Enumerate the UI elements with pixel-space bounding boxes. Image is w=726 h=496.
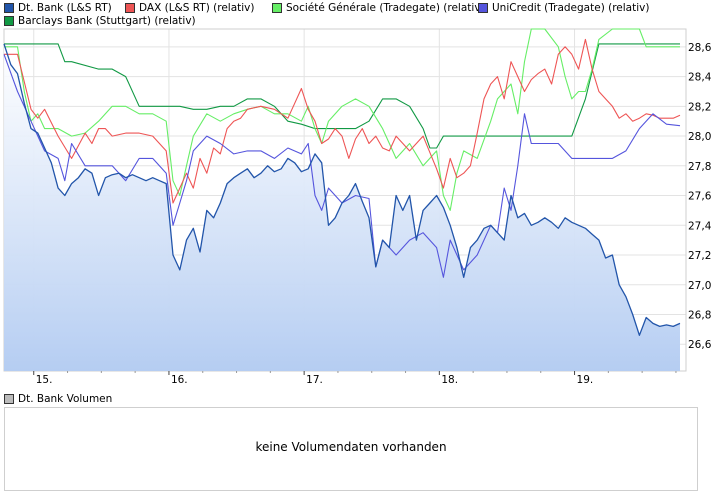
series-line-dax-l-s-rt-relativ: [4, 38, 681, 204]
legend-label-unicredit: UniCredit (Tradegate) (relativ): [492, 2, 650, 14]
legend-label-barclays: Barclays Bank (Stuttgart) (relativ): [18, 15, 196, 27]
y-tick-label: 27,0: [688, 280, 711, 292]
volume-legend[interactable]: Dt. Bank Volumen: [4, 393, 112, 405]
legend-swatch-barclays: [4, 16, 14, 26]
legend-swatch-dt-bank: [4, 3, 14, 13]
dt-bank-area: [4, 43, 680, 372]
volume-panel: keine Volumendaten vorhanden: [4, 407, 698, 491]
y-tick-label: 27,8: [688, 161, 711, 173]
legend-label-dax: DAX (L&S RT) (relativ): [139, 2, 255, 14]
y-tick-label: 26,6: [688, 339, 712, 351]
legend-label-societe-generale: Société Générale (Tradegate) (relativ): [286, 2, 485, 14]
y-tick-label: 28,0: [688, 131, 711, 143]
x-axis: 15. 16. 17. 18. 19.: [33, 371, 677, 386]
y-tick-label: 28,2: [688, 101, 711, 113]
legend-swatch-societe-generale: [272, 3, 282, 13]
y-tick-label: 28,6: [688, 42, 712, 54]
series-line-barclays-bank-stuttgart-relativ: [4, 43, 680, 149]
series-layer: [3, 28, 681, 372]
legend-item-dt-bank[interactable]: Dt. Bank (L&S RT): [4, 2, 112, 14]
legend-item-dax[interactable]: DAX (L&S RT) (relativ): [125, 2, 254, 14]
series-line-soci-t-g-n-rale-tradegate-relativ: [4, 28, 680, 211]
legend-swatch-dax: [125, 3, 135, 13]
y-tick-label: 26,8: [688, 309, 711, 321]
legend-item-societe-generale[interactable]: Société Générale (Tradegate) (relativ): [272, 2, 485, 14]
legend-label-dt-bank: Dt. Bank (L&S RT): [18, 2, 112, 14]
volume-legend-label: Dt. Bank Volumen: [18, 393, 113, 405]
y-tick-label: 27,2: [688, 250, 711, 262]
x-tick-label: 19.: [577, 374, 594, 386]
y-axis: 26,6 26,8 27,0 27,2 27,4 27,6 27,8 28,0 28,2 28,4…: [688, 42, 712, 351]
x-tick-label: 17.: [306, 374, 323, 386]
series-line-dt-bank-l-s-rt: [3, 43, 681, 336]
y-tick-label: 28,4: [688, 72, 712, 84]
price-chart: 26,6 26,8 27,0 27,2 27,4 27,6 27,8 28,0 28,2 28,4…: [3, 28, 712, 386]
y-tick-label: 27,6: [688, 191, 712, 203]
no-volume-message: keine Volumendaten vorhanden: [255, 440, 447, 454]
legend-swatch-unicredit: [478, 3, 488, 13]
legend-item-unicredit[interactable]: UniCredit (Tradegate) (relativ): [478, 2, 649, 14]
legend-item-barclays[interactable]: Barclays Bank (Stuttgart) (relativ): [4, 15, 196, 27]
y-tick-label: 27,4: [688, 220, 712, 232]
x-tick-label: 15.: [36, 374, 53, 386]
x-tick-label: 18.: [441, 374, 458, 386]
volume-legend-swatch: [4, 394, 14, 404]
x-tick-label: 16.: [171, 374, 188, 386]
